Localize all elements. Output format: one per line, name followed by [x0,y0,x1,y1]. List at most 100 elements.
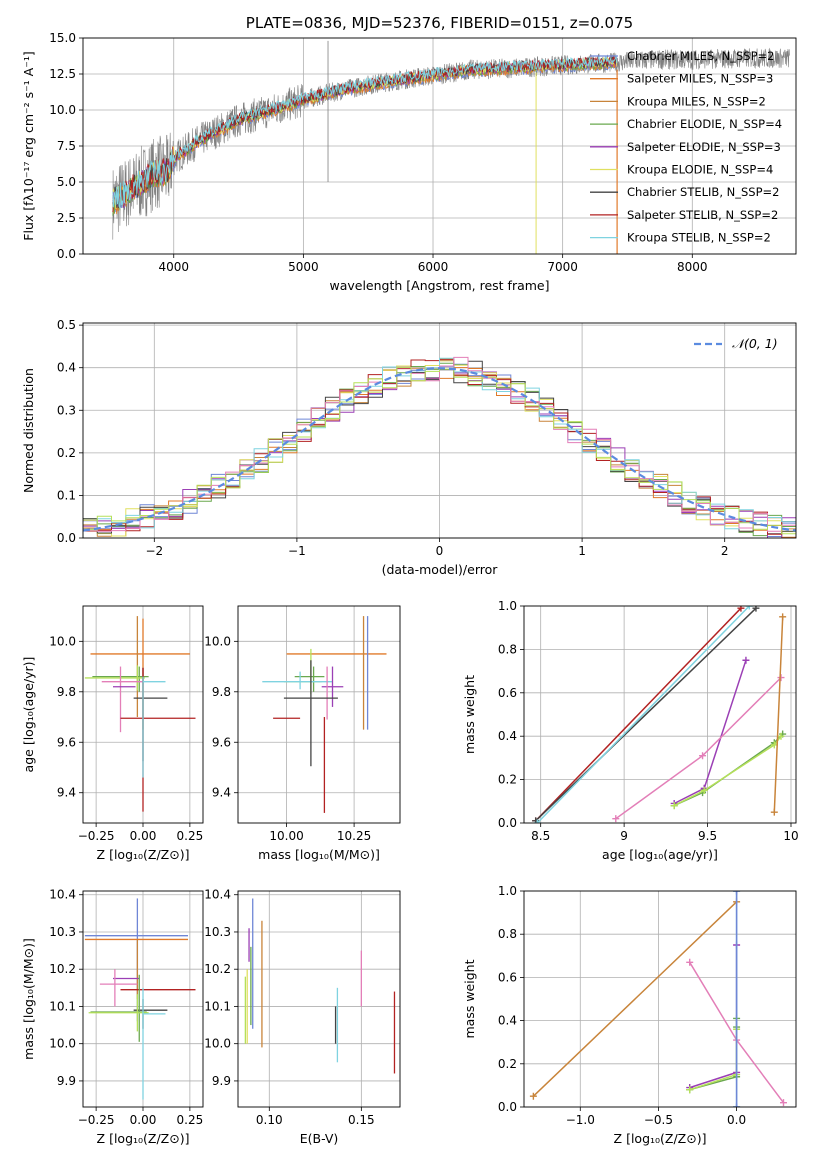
x-tick-label: −0.25 [78,1113,115,1127]
y-tick-label: 9.4 [212,786,231,800]
legend-label: Salpeter ELODIE, N_SSP=3 [627,140,781,154]
legend-label: Chabrier STELIB, N_SSP=2 [627,185,779,199]
legend-label: Chabrier MILES, N_SSP=2 [627,49,774,63]
y-tick-label: 7.5 [57,139,76,153]
age-vs-mass-plot [262,616,387,813]
y-tick-label: 0.3 [57,403,76,417]
x-tick-label: −1 [288,544,306,558]
legend-label: Kroupa MILES, N_SSP=2 [627,94,766,108]
mass-vs-z-axes [79,891,203,1111]
x-tick-label: 10.00 [269,829,303,843]
weight-line [535,607,742,822]
y-tick-label: 10.0 [49,634,76,648]
y-tick-label: 10.1 [204,999,231,1013]
y-tick-label: 0.2 [57,446,76,460]
weight-marker [612,815,620,823]
y-tick-label: 0.8 [498,642,517,656]
weight-marker [742,656,750,664]
model-line [112,55,618,210]
y-tick-label: 10.0 [204,1037,231,1051]
weight-line [689,945,738,1089]
mass-weight-vs-z-axes [520,890,796,1111]
x-tick-label: −0.5 [644,1113,673,1127]
weight-marker [737,606,745,612]
y-axis-label: age [log₁₀(age/yr)] [21,657,36,773]
spectrum-frame [82,37,797,255]
weight-line [773,616,784,813]
x-tick-label: 2 [721,544,729,558]
weight-line [536,606,750,823]
x-tick-label: 9.5 [698,829,717,843]
x-axis-label: mass [log₁₀(M/M⊙)] [258,847,380,862]
mass-weight-vs-age-frame [523,605,797,824]
residuals-axes [79,323,796,542]
y-tick-label: 10.0 [49,103,76,117]
y-tick-label: 10.4 [49,888,76,902]
age-vs-z-frame [82,605,204,824]
y-tick-label: 0.2 [498,1057,517,1071]
y-tick-label: 9.8 [57,685,76,699]
mass-weight-vs-age-plot [532,606,787,823]
residuals-frame [82,322,797,539]
y-tick-label: 9.6 [212,735,231,749]
x-tick-label: 0 [436,544,444,558]
y-tick-label: 9.9 [57,1074,76,1088]
weight-marker [777,732,785,740]
y-axis-label: mass weight [462,959,477,1038]
y-tick-label: 0.0 [498,816,517,830]
y-tick-label: 0.4 [498,1014,517,1028]
weight-marker [533,819,541,823]
x-tick-label: −2 [145,544,163,558]
y-axis-label: Normed distribution [21,368,36,493]
mass-weight-vs-z-frame [523,890,797,1108]
y-tick-label: 10.3 [49,925,76,939]
weight-marker [745,606,753,610]
weight-marker [777,674,785,682]
y-tick-label: 0.0 [498,1100,517,1114]
x-tick-label: 1 [578,544,586,558]
y-tick-label: 9.6 [57,735,76,749]
y-tick-label: 0.0 [57,531,76,545]
y-tick-label: 9.4 [57,786,76,800]
x-tick-label: 0.15 [348,1113,375,1127]
x-axis-label: Z [log₁₀(Z/Z⊙)] [97,1131,190,1146]
y-tick-label: 0.6 [498,686,517,700]
x-axis-label: Z [log₁₀(Z/Z⊙)] [614,1131,707,1146]
x-tick-label: −1.0 [566,1113,595,1127]
x-tick-label: 0.25 [177,1113,204,1127]
weight-marker [529,1092,537,1100]
chart-title: PLATE=0836, MJD=52376, FIBERID=0151, z=0… [246,14,633,32]
x-tick-label: 8.5 [531,829,550,843]
x-axis-label: (data-model)/error [382,562,499,577]
y-tick-label: 2.5 [57,211,76,225]
x-tick-label: 8000 [677,260,708,274]
weight-marker [686,958,694,966]
x-tick-label: 6000 [418,260,449,274]
weight-line [673,660,747,805]
mass-vs-ebv-plot [244,898,396,1074]
y-tick-label: 5.0 [57,175,76,189]
mass-weight-vs-z-plot [529,891,787,1107]
y-tick-label: 10.2 [49,962,76,976]
y-tick-label: 9.9 [212,1074,231,1088]
weight-line [532,901,738,1097]
x-tick-label: 4000 [158,260,189,274]
legend-label: Kroupa ELODIE, N_SSP=4 [627,163,773,177]
x-tick-label: 10.25 [337,829,371,843]
y-tick-label: 10.3 [204,925,231,939]
y-tick-label: 12.5 [49,67,76,81]
weight-marker [733,1103,741,1107]
y-tick-label: 0.1 [57,488,76,502]
y-tick-label: 0.0 [57,247,76,261]
legend-label: 𝒩(0, 1) [732,336,778,351]
x-tick-label: 0.00 [130,829,157,843]
y-axis-label: mass [log₁₀(M/M⊙)] [21,938,36,1060]
x-axis-label: E(B-V) [300,1131,339,1146]
weight-marker [700,786,708,794]
x-tick-label: 9 [620,829,628,843]
y-axis-label: mass weight [462,675,477,754]
y-tick-label: 10.4 [204,888,231,902]
y-tick-label: 10.0 [204,634,231,648]
weight-marker [779,1099,787,1107]
